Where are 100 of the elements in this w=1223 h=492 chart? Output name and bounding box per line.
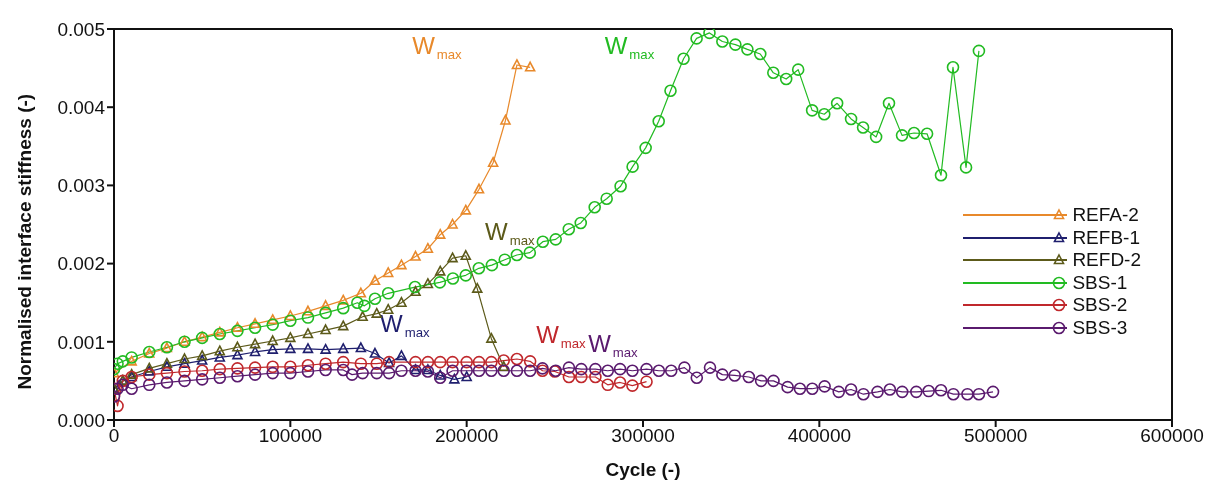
point xyxy=(248,361,262,374)
point xyxy=(524,61,536,72)
x-tick-label: 0 xyxy=(108,425,120,447)
point xyxy=(161,361,173,372)
point xyxy=(446,355,459,369)
point xyxy=(195,364,209,378)
legend-label: SBS-3 xyxy=(1072,316,1128,339)
point xyxy=(302,305,314,316)
point xyxy=(447,218,458,229)
point xyxy=(562,370,576,384)
point xyxy=(337,294,349,305)
point xyxy=(126,355,137,366)
point xyxy=(460,204,472,215)
legend-label: SBS-1 xyxy=(1072,271,1128,294)
x-tick-label: 500000 xyxy=(963,425,1028,447)
point xyxy=(355,342,367,353)
x-tick-label: 400000 xyxy=(787,425,852,447)
point xyxy=(319,357,332,370)
point xyxy=(447,252,458,263)
point xyxy=(471,282,483,293)
point xyxy=(196,350,208,361)
x-tick-label: 200000 xyxy=(434,425,499,447)
x-tick-label: 600000 xyxy=(1140,425,1204,447)
point xyxy=(500,114,511,125)
point xyxy=(433,355,447,369)
legend-label: REFB-1 xyxy=(1072,226,1140,249)
point xyxy=(369,275,381,286)
point xyxy=(285,332,296,343)
annotation: W$_{max}$ xyxy=(485,218,535,248)
x-tick-label: 100000 xyxy=(258,425,323,447)
point xyxy=(523,355,537,368)
point xyxy=(354,357,368,370)
point xyxy=(486,332,497,343)
point xyxy=(302,343,314,354)
point xyxy=(231,362,244,375)
point xyxy=(434,228,446,239)
point xyxy=(434,265,446,276)
point xyxy=(142,368,156,381)
point xyxy=(232,349,243,360)
point xyxy=(497,354,510,367)
point xyxy=(409,355,422,369)
legend-label: REFD-2 xyxy=(1072,249,1141,272)
point xyxy=(178,365,191,378)
point xyxy=(302,328,314,339)
point xyxy=(640,375,653,388)
point xyxy=(320,324,331,335)
annotation: W$_{max}$ xyxy=(380,310,431,341)
point xyxy=(371,307,383,318)
point xyxy=(498,361,509,372)
y-axis-title: Normalised interface stiffness (-) xyxy=(13,93,35,390)
point xyxy=(369,347,381,358)
point xyxy=(449,373,460,384)
point xyxy=(460,355,473,369)
point xyxy=(487,156,499,168)
annotation: W$_{max}$ xyxy=(604,32,655,62)
y-tick-label: 0.004 xyxy=(57,96,106,118)
point xyxy=(473,183,485,194)
point xyxy=(196,354,208,365)
point xyxy=(232,321,243,333)
point xyxy=(285,310,296,321)
point xyxy=(214,326,226,337)
point xyxy=(382,303,394,315)
point xyxy=(410,285,421,297)
point xyxy=(472,355,486,369)
x-axis-title: Cycle (-) xyxy=(605,459,681,480)
annotation: W$_{max}$ xyxy=(536,321,587,351)
point xyxy=(422,242,434,254)
point xyxy=(320,300,331,311)
point xyxy=(370,357,384,370)
point xyxy=(460,249,472,261)
point xyxy=(249,346,261,357)
point xyxy=(434,369,446,380)
point xyxy=(320,343,331,354)
point xyxy=(461,371,472,382)
point xyxy=(267,335,278,346)
point xyxy=(285,343,296,354)
point xyxy=(613,376,627,389)
point xyxy=(601,378,615,392)
point xyxy=(213,362,227,376)
point xyxy=(589,370,602,384)
point xyxy=(626,379,639,392)
annotation: W$_{max}$ xyxy=(588,329,639,360)
point xyxy=(232,341,243,352)
point xyxy=(249,318,261,329)
point xyxy=(396,259,407,270)
point xyxy=(337,343,349,354)
y-tick-label: 0.001 xyxy=(57,331,105,353)
point xyxy=(357,310,368,322)
point xyxy=(355,287,367,298)
point xyxy=(267,314,278,325)
point xyxy=(214,351,226,362)
point xyxy=(284,360,297,374)
y-tick-label: 0.005 xyxy=(57,18,105,40)
point xyxy=(337,320,349,331)
point xyxy=(179,353,190,364)
point xyxy=(266,360,279,374)
y-tick-label: 0.002 xyxy=(57,253,105,275)
point xyxy=(485,355,498,369)
legend-label: SBS-2 xyxy=(1072,294,1128,317)
point xyxy=(410,250,421,261)
